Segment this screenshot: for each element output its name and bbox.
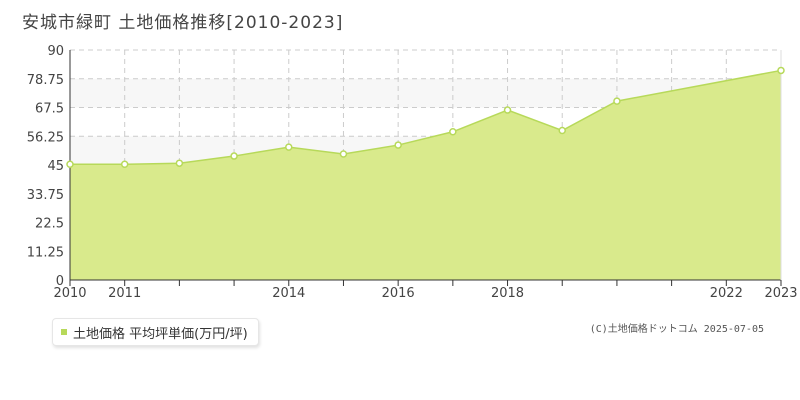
series-line: [70, 69, 782, 165]
data-point: [503, 106, 512, 114]
y-tick-label: 56.25: [27, 130, 64, 145]
credit-text: (C)土地価格ドットコム 2025-07-05: [589, 324, 764, 335]
plot-band: [70, 50, 781, 79]
legend-label: 土地価格 平均坪単価(万円/坪): [73, 326, 248, 342]
y-tick-label: 22.5: [35, 217, 64, 232]
data-point: [230, 152, 238, 160]
y-tick-label: 67.5: [35, 102, 64, 117]
data-point: [613, 97, 621, 105]
x-tick-label: 2023: [764, 286, 797, 301]
x-tick-label: 2018: [491, 286, 524, 301]
x-tick-label: 2016: [382, 286, 415, 301]
area-fill: [70, 70, 781, 280]
data-point: [120, 160, 129, 168]
y-tick-label: 45: [47, 159, 64, 174]
data-point: [66, 160, 74, 168]
y-tick-label: 11.25: [27, 245, 64, 260]
legend-swatch: [61, 329, 67, 335]
x-tick-label: 2022: [710, 286, 743, 301]
x-tick-label: 2011: [108, 286, 141, 301]
y-tick-label: 0: [56, 274, 64, 289]
y-tick-label: 78.75: [27, 73, 64, 88]
y-tick-label: 90: [47, 44, 64, 59]
legend[interactable]: 土地価格 平均坪単価(万円/坪): [52, 318, 259, 346]
data-point: [285, 143, 293, 151]
x-tick-label: 2014: [272, 286, 305, 301]
axes: [69, 50, 782, 286]
data-point: [394, 141, 402, 149]
data-point: [339, 150, 348, 158]
area-layer: [70, 69, 782, 280]
tick-labels: 0 11.25 22.5 33.75 45 56.25 67.5 78.75 90 2010 201…: [27, 44, 798, 301]
data-point: [175, 159, 184, 167]
data-point: [777, 66, 785, 75]
x-tick-label: 2010: [53, 286, 86, 301]
data-point: [449, 128, 457, 136]
data-points: [66, 66, 785, 168]
chart-title: 安城市緑町 土地価格推移[2010-2023]: [22, 13, 344, 33]
data-point: [558, 126, 566, 135]
y-tick-label: 33.75: [27, 188, 64, 203]
